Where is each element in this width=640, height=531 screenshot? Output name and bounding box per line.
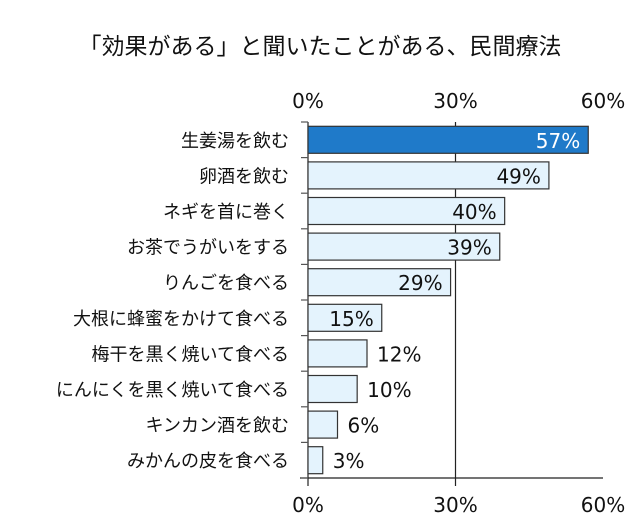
category-label: 梅干を黒く焼いて食べる bbox=[92, 344, 289, 365]
category-label: 卵酒を飲む bbox=[199, 166, 289, 187]
category-label: みかんの皮を食べる bbox=[127, 451, 289, 472]
bar bbox=[307, 303, 383, 332]
category-label: にんにくを黒く焼いて食べる bbox=[56, 380, 289, 401]
data-label: 10% bbox=[367, 378, 411, 402]
x-tick-label-top: 60% bbox=[581, 89, 625, 113]
data-label: 6% bbox=[348, 414, 380, 438]
bar bbox=[307, 125, 589, 154]
bar bbox=[307, 196, 506, 226]
data-label: 29% bbox=[398, 271, 442, 295]
category-label: ネギを首に巻く bbox=[163, 202, 289, 223]
bar bbox=[307, 232, 501, 261]
data-label: 39% bbox=[447, 236, 491, 260]
x-tick-label-top: 0% bbox=[292, 89, 324, 113]
bar bbox=[307, 161, 550, 190]
chart-title: 「効果がある」と聞いたことがある、民間療法 bbox=[79, 34, 562, 60]
data-label: 49% bbox=[496, 164, 540, 188]
category-label: キンカン酒を飲む bbox=[146, 416, 289, 437]
data-label: 40% bbox=[452, 200, 496, 224]
category-label: りんごを食べる bbox=[163, 273, 289, 294]
category-label: 生姜湯を飲む bbox=[181, 131, 289, 152]
x-tick-label-bottom: 60% bbox=[581, 493, 625, 517]
bar bbox=[307, 446, 324, 475]
data-label: 12% bbox=[377, 342, 421, 366]
x-tick-label-bottom: 30% bbox=[433, 493, 477, 517]
category-label: 大根に蜂蜜をかけて食べる bbox=[73, 309, 289, 330]
data-label: 15% bbox=[329, 307, 373, 331]
x-tick-label-bottom: 0% bbox=[292, 493, 324, 517]
bar bbox=[307, 410, 339, 439]
bar bbox=[307, 339, 368, 368]
x-tick-label-top: 30% bbox=[433, 89, 477, 113]
bar bbox=[307, 268, 452, 297]
category-label: お茶でうがいをする bbox=[127, 238, 289, 259]
bar bbox=[307, 374, 358, 404]
data-label: 3% bbox=[333, 449, 365, 473]
data-label: 57% bbox=[536, 129, 580, 153]
